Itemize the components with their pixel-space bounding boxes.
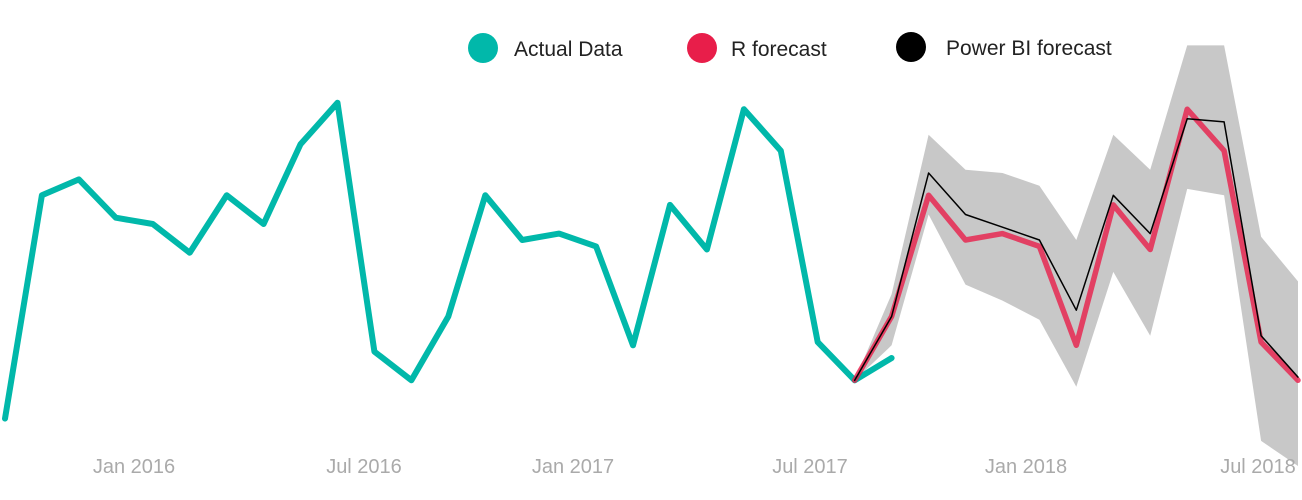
confidence-band: [854, 45, 1298, 467]
legend-label: R forecast: [731, 38, 827, 61]
x-tick-label: Jan 2018: [985, 456, 1067, 478]
x-axis: Jan 2016 Jul 2016 Jan 2017 Jul 2017 Jan …: [93, 456, 1296, 478]
x-tick-label: Jul 2017: [772, 456, 848, 478]
series-line-power-bi-forecast: [853, 118, 1299, 382]
legend-marker: [468, 33, 498, 63]
series-line-actual-data: [2, 99, 895, 422]
legend-item-power-bi-forecast[interactable]: Power BI forecast: [896, 32, 1112, 62]
x-tick-label: Jul 2018: [1220, 456, 1296, 478]
legend-label: Actual Data: [514, 38, 623, 61]
legend: Actual Data R forecast Power BI forecast: [468, 32, 1112, 63]
confidence-band-layer: [854, 45, 1298, 467]
x-tick-label: Jan 2017: [532, 456, 614, 478]
legend-item-actual-data[interactable]: Actual Data: [468, 33, 623, 63]
x-tick-label: Jan 2016: [93, 456, 175, 478]
legend-marker: [687, 33, 717, 63]
series-line-r-forecast: [851, 106, 1301, 384]
legend-item-r-forecast[interactable]: R forecast: [687, 33, 827, 63]
legend-marker: [896, 32, 926, 62]
series-lines-layer: [2, 99, 1301, 422]
x-tick-label: Jul 2016: [326, 456, 402, 478]
legend-label: Power BI forecast: [946, 37, 1112, 60]
